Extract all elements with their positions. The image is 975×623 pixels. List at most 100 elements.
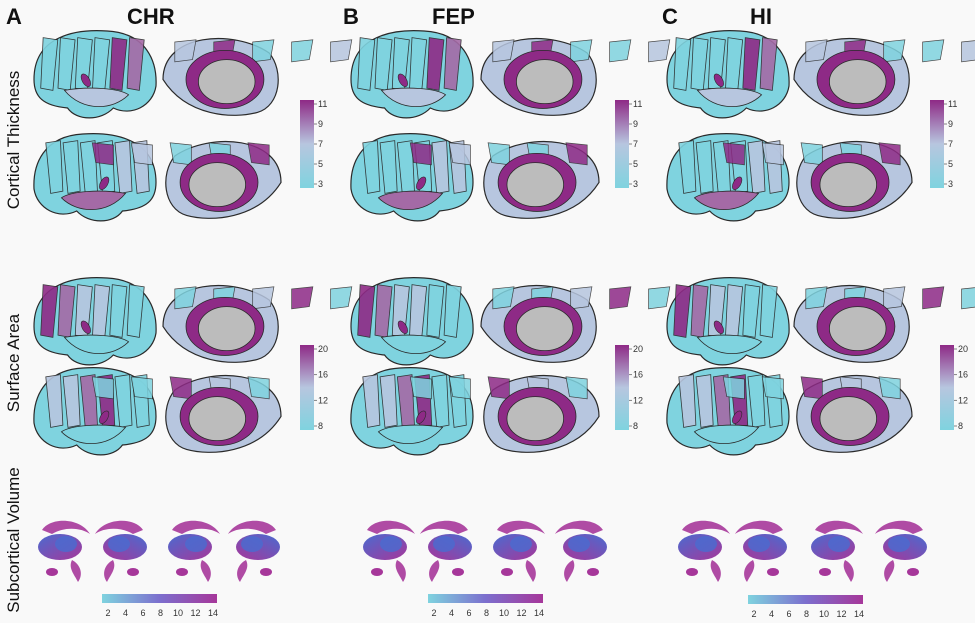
brain-medial-c0-r1-1: [91, 374, 282, 453]
brain-lateral-c2-r1-1: [666, 367, 790, 456]
thickness-legend-2: 11 9 7 5 3: [930, 99, 957, 189]
legend-tick-label: 9: [633, 119, 638, 129]
legend-tick-label: 6: [466, 608, 471, 618]
legend-tick-label: 5: [948, 159, 953, 169]
panel-c-title: HI: [750, 4, 772, 29]
brain-medial-c2-r1-0: [793, 284, 975, 363]
panel-b-letter: B: [343, 4, 359, 29]
brain-lateral-c1-r0-0: [350, 30, 474, 119]
legend-tick-label: 5: [633, 159, 638, 169]
legend-tick-label: 16: [633, 370, 643, 380]
legend-tick-label: 12: [516, 608, 526, 618]
legend-tick-label: 11: [318, 99, 327, 109]
subcortical-glyph-c2-0: [678, 520, 730, 582]
thickness-legend-0: 11 9 7 5 3: [300, 99, 327, 189]
volume-legend-1: 2 4 6 8 10 12 14: [428, 594, 544, 618]
subcortical-glyph-c1-3: [555, 520, 607, 582]
area-legend-1: 20 16 12 8: [615, 344, 643, 431]
brain-lateral-c0-r0-0: [33, 30, 157, 119]
legend-tick-label: 8: [158, 608, 163, 618]
brain-medial-c1-r1-1: [409, 374, 600, 453]
legend-tick-label: 2: [105, 608, 110, 618]
legend-tick-label: 8: [318, 421, 323, 431]
brain-lateral-c2-r0-0: [666, 30, 790, 119]
brain-lateral-c0-r1-0: [33, 277, 157, 366]
brain-medial-c0-r1-0: [162, 284, 353, 363]
legend-tick-label: 20: [958, 344, 968, 354]
brain-lateral-c0-r0-1: [33, 133, 157, 222]
legend-tick-label: 8: [958, 421, 963, 431]
panel-a-title: CHR: [127, 4, 175, 29]
legend-tick-label: 16: [318, 370, 328, 380]
legend-tick-label: 7: [948, 139, 953, 149]
brain-medial-c0-r0-0: [162, 37, 353, 116]
legend-tick-label: 12: [836, 609, 846, 619]
legend-tick-label: 3: [948, 179, 953, 189]
brain-lateral-c1-r1-0: [350, 277, 474, 366]
subcortical-glyph-c2-2: [811, 520, 863, 582]
brain-medial-c0-r0-1: [91, 140, 282, 219]
legend-tick-label: 4: [449, 608, 454, 618]
brain-lateral-c2-r1-0: [666, 277, 790, 366]
legend-tick-label: 6: [786, 609, 791, 619]
legend-tick-label: 12: [633, 395, 643, 405]
brain-medial-c2-r1-1: [722, 374, 913, 453]
legend-tick-label: 14: [854, 609, 864, 619]
volume-legend-2: 2 4 6 8 10 12 14: [748, 595, 864, 619]
subcortical-glyph-c0-0: [38, 520, 90, 582]
legend-tick-label: 12: [318, 395, 328, 405]
legend-tick-label: 4: [123, 608, 128, 618]
subcortical-glyph-c0-2: [168, 520, 220, 582]
subcortical-glyph-c1-2: [493, 520, 545, 582]
legend-tick-label: 11: [948, 99, 957, 109]
legend-tick-label: 2: [431, 608, 436, 618]
brain-lateral-c1-r1-1: [350, 367, 474, 456]
subcortical-glyph-c0-1: [95, 520, 147, 582]
legend-tick-label: 9: [948, 119, 953, 129]
subcortical-glyph-c2-1: [735, 520, 787, 582]
panel-c-letter: C: [662, 4, 678, 29]
legend-tick-label: 14: [208, 608, 218, 618]
subcortical-glyph-c0-3: [228, 520, 280, 582]
legend-tick-label: 4: [769, 609, 774, 619]
legend-tick-label: 20: [633, 344, 643, 354]
brain-medial-c1-r0-1: [409, 140, 600, 219]
legend-tick-label: 10: [173, 608, 183, 618]
legend-tick-label: 8: [804, 609, 809, 619]
brain-lateral-c2-r0-1: [666, 133, 790, 222]
legend-tick-label: 11: [633, 99, 642, 109]
legend-tick-label: 20: [318, 344, 328, 354]
legend-tick-label: 9: [318, 119, 323, 129]
legend-tick-label: 7: [318, 139, 323, 149]
brain-medial-c1-r0-0: [480, 37, 671, 116]
legend-tick-label: 3: [318, 179, 323, 189]
legend-tick-label: 8: [484, 608, 489, 618]
legend-tick-label: 2: [751, 609, 756, 619]
legend-tick-label: 8: [633, 421, 638, 431]
legend-tick-label: 3: [633, 179, 638, 189]
legend-tick-label: 16: [958, 370, 968, 380]
legend-tick-label: 6: [140, 608, 145, 618]
legend-tick-label: 12: [190, 608, 200, 618]
legend-tick-label: 10: [819, 609, 829, 619]
legend-tick-label: 12: [958, 395, 968, 405]
area-legend-2: 20 16 12 8: [940, 344, 968, 431]
subcortical-glyph-c1-1: [420, 520, 472, 582]
legend-tick-label: 10: [499, 608, 509, 618]
panel-b-title: FEP: [432, 4, 475, 29]
legend-tick-label: 5: [318, 159, 323, 169]
brain-medial-c2-r0-0: [793, 37, 975, 116]
thickness-legend-1: 11 9 7 5 3: [615, 99, 642, 189]
subcortical-glyph-c2-3: [875, 520, 927, 582]
brain-lateral-c0-r1-1: [33, 367, 157, 456]
brain-medial-c1-r1-0: [480, 284, 671, 363]
panel-a-letter: A: [6, 4, 22, 29]
volume-legend-0: 2 4 6 8 10 12 14: [102, 594, 218, 618]
brain-medial-c2-r0-1: [722, 140, 913, 219]
legend-tick-label: 14: [534, 608, 544, 618]
legend-tick-label: 7: [633, 139, 638, 149]
area-legend-0: 20 16 12 8: [300, 344, 328, 431]
subcortical-glyph-c1-0: [363, 520, 415, 582]
